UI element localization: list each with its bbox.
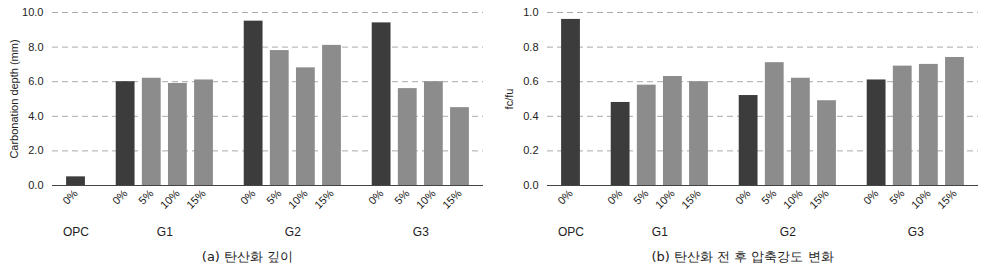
svg-text:6.0: 6.0 (28, 75, 43, 87)
svg-text:10.0: 10.0 (22, 6, 43, 18)
svg-text:15%: 15% (679, 187, 703, 211)
svg-text:OPC: OPC (558, 225, 584, 239)
svg-text:Carbonation depth (mm): Carbonation depth (mm) (8, 39, 20, 158)
svg-text:0%: 0% (238, 187, 258, 207)
svg-text:10%: 10% (781, 187, 805, 211)
svg-text:0%: 0% (60, 187, 80, 207)
svg-text:15%: 15% (184, 187, 208, 211)
svg-text:5%: 5% (759, 187, 779, 207)
svg-text:0%: 0% (366, 187, 386, 207)
svg-text:0.0: 0.0 (28, 179, 43, 191)
svg-text:0.4: 0.4 (523, 110, 538, 122)
svg-text:5%: 5% (264, 187, 284, 207)
svg-text:5%: 5% (631, 187, 651, 207)
svg-text:G1: G1 (652, 225, 668, 239)
svg-text:fc/fu: fc/fu (503, 89, 515, 110)
html-text:(a) 탄산화 깊이: (a) 탄산화 깊이 (201, 249, 294, 264)
svg-text:0%: 0% (605, 187, 625, 207)
svg-text:10%: 10% (653, 187, 677, 211)
svg-text:5%: 5% (392, 187, 412, 207)
svg-text:0%: 0% (733, 187, 753, 207)
svg-text:G2: G2 (780, 225, 796, 239)
svg-text:0%: 0% (110, 187, 130, 207)
svg-text:0.2: 0.2 (523, 144, 538, 156)
svg-text:5%: 5% (136, 187, 156, 207)
svg-text:8.0: 8.0 (28, 41, 43, 53)
svg-text:10%: 10% (158, 187, 182, 211)
svg-text:G2: G2 (285, 225, 301, 239)
svg-text:15%: 15% (807, 187, 831, 211)
svg-text:15%: 15% (935, 187, 959, 211)
svg-text:G3: G3 (413, 225, 429, 239)
svg-text:0.6: 0.6 (523, 75, 538, 87)
svg-text:10%: 10% (909, 187, 933, 211)
svg-text:0%: 0% (555, 187, 575, 207)
svg-text:2.0: 2.0 (28, 144, 43, 156)
svg-text:G1: G1 (157, 225, 173, 239)
svg-text:G3: G3 (908, 225, 924, 239)
svg-text:10%: 10% (286, 187, 310, 211)
svg-text:15%: 15% (440, 187, 464, 211)
svg-text:0%: 0% (861, 187, 881, 207)
svg-text:1.0: 1.0 (523, 6, 538, 18)
svg-text:0.8: 0.8 (523, 41, 538, 53)
svg-text:5%: 5% (887, 187, 907, 207)
svg-text:10%: 10% (414, 187, 438, 211)
svg-text:0.0: 0.0 (523, 179, 538, 191)
svg-text:4.0: 4.0 (28, 110, 43, 122)
svg-text:OPC: OPC (63, 225, 89, 239)
svg-text:15%: 15% (312, 187, 336, 211)
html-text:(b) 탄산화 전 후 압축강도 변화: (b) 탄산화 전 후 압축강도 변화 (651, 249, 834, 264)
